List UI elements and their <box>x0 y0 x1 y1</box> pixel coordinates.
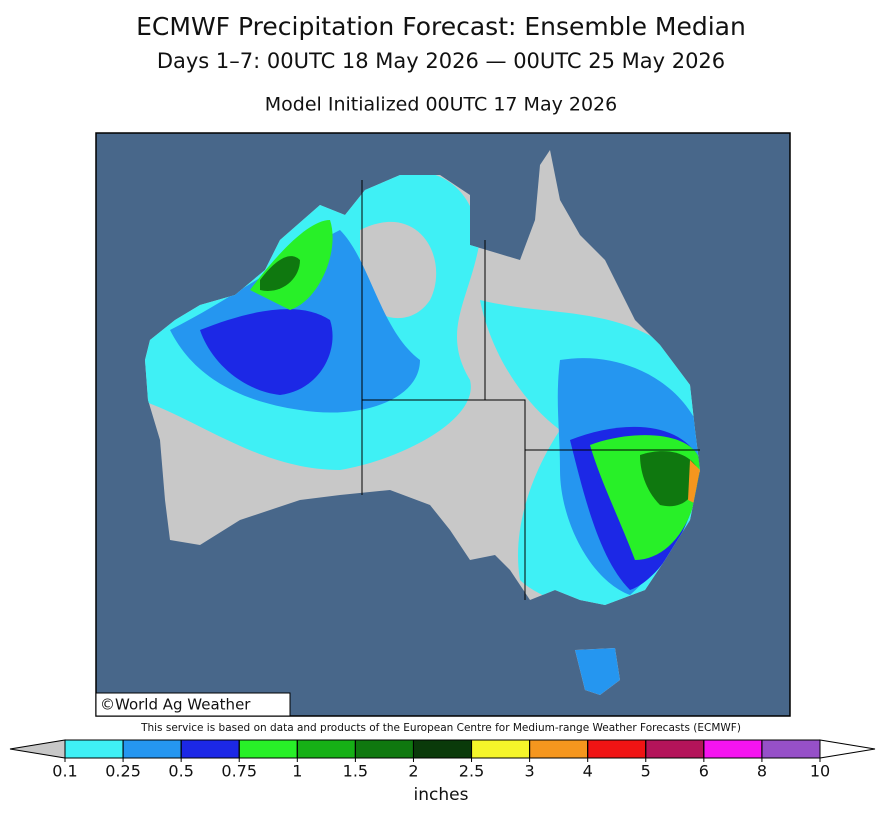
colorbar-tick-label: 5 <box>641 762 651 781</box>
colorbar-tick-label: 6 <box>699 762 709 781</box>
colorbar-under <box>9 739 66 759</box>
footer-note: This service is based on data and produc… <box>140 722 741 734</box>
colorbar-box <box>296 739 356 759</box>
colorbar-box <box>587 739 647 759</box>
credit: ©World Ag Weather <box>100 696 251 714</box>
colorbar-box <box>529 739 589 759</box>
colorbar-tick-label: 10 <box>810 762 830 781</box>
colorbar-box <box>471 739 531 759</box>
colorbar-tick-label: 0.75 <box>221 762 257 781</box>
colorbar-box <box>412 739 473 759</box>
colorbar-box <box>703 739 763 759</box>
title: ECMWF Precipitation Forecast: Ensemble M… <box>136 12 746 41</box>
colorbar-tick-label: 0.5 <box>168 762 193 781</box>
map: ©World Ag Weather <box>95 132 791 717</box>
colorbar-box <box>122 739 182 759</box>
colorbar-box <box>761 739 821 759</box>
colorbar-tick-label: 4 <box>583 762 593 781</box>
colorbar-box <box>645 739 705 759</box>
colorbar-tick-label: 3 <box>525 762 535 781</box>
colorbar-tick-label: 2 <box>408 762 418 781</box>
colorbar-box <box>238 739 298 759</box>
colorbar-over <box>819 739 876 759</box>
colorbar-box <box>64 739 124 759</box>
colorbar-box <box>180 739 240 759</box>
colorbar-tick-label: 1 <box>292 762 302 781</box>
colorbar-label: inches <box>414 785 469 805</box>
colorbar-box <box>354 739 414 759</box>
colorbar: 0.1 0.25 0.5 0.75 1 1.5 2 2.5 3 4 5 6 8 10 <box>9 739 876 781</box>
colorbar-tick-label: 0.25 <box>105 762 141 781</box>
colorbar-tick-label: 0.1 <box>52 762 77 781</box>
colorbar-tick-label: 1.5 <box>343 762 368 781</box>
init-time: Model Initialized 00UTC 17 May 2026 <box>265 94 617 116</box>
subtitle: Days 1–7: 00UTC 18 May 2026 — 00UTC 25 M… <box>157 49 725 73</box>
colorbar-tick-label: 8 <box>757 762 767 781</box>
colorbar-tick-label: 2.5 <box>459 762 484 781</box>
